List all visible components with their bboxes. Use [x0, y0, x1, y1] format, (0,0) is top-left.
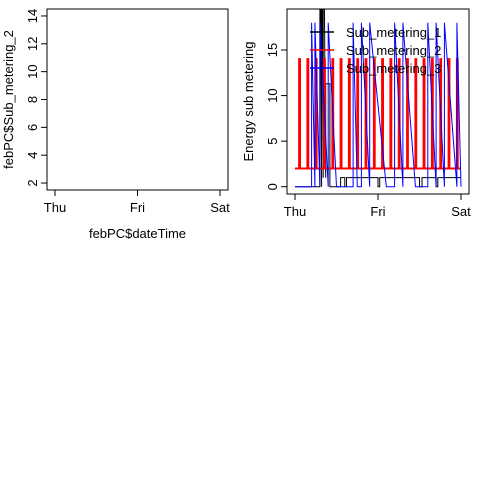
y-tick-label: 10 [25, 64, 40, 78]
y-tick-label: 6 [25, 124, 40, 131]
x-tick-label: Sat [451, 204, 471, 219]
plot-series-group [295, 9, 462, 188]
y-axis-label: febPC$Sub_metering_2 [1, 30, 16, 169]
x-tick-label: Fri [370, 204, 385, 219]
series-line-sub-metering-3 [295, 22, 462, 188]
y-tick-label: 8 [25, 96, 40, 103]
y-tick-label: 2 [25, 179, 40, 186]
plot-box [46, 8, 229, 191]
y-tick-label: 10 [265, 88, 280, 102]
x-tick-label: Sat [210, 200, 230, 215]
legend-entry: Sub_metering_1 [346, 25, 441, 40]
y-tick-label: 12 [25, 37, 40, 51]
legend-entry: Sub_metering_2 [346, 43, 441, 58]
x-tick-label: Thu [284, 204, 306, 219]
y-tick-label: 4 [25, 152, 40, 159]
y-axis-label: Energy sub metering [241, 42, 256, 162]
x-axis-label: febPC$dateTime [89, 226, 186, 241]
legend-entry: Sub_metering_3 [346, 61, 441, 76]
x-tick-label: Thu [44, 200, 66, 215]
y-tick-label: 0 [265, 183, 280, 190]
x-tick-label: Fri [130, 200, 145, 215]
y-tick-label: 15 [265, 43, 280, 57]
y-tick-label: 5 [265, 138, 280, 145]
y-tick-label: 14 [25, 9, 40, 23]
